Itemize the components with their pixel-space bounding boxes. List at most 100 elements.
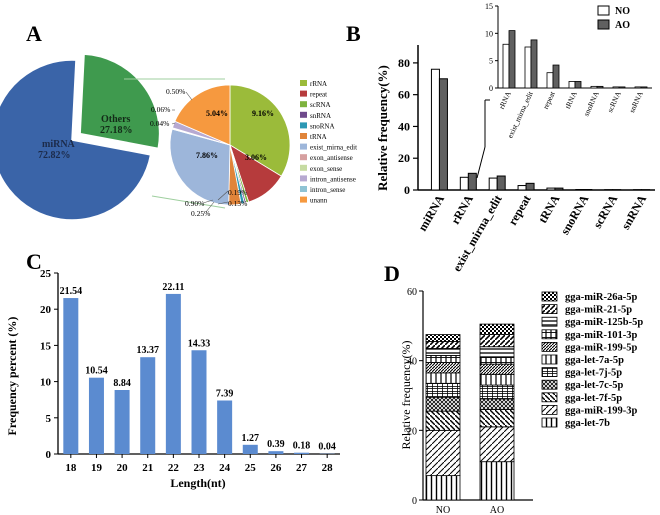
legend-a-swatch-snorna (300, 122, 307, 129)
d-seg-ao-gga-let-7c-5p (479, 398, 515, 410)
slice-label-scrna: 0.19% (228, 188, 247, 197)
c-ytick-label: 0 (46, 449, 52, 461)
inset-ytick-label: 15 (485, 2, 493, 11)
legend-d-label-gga-mir-199-5p: gga-miR-199-5p (565, 342, 637, 353)
b-bar-no-rrna (459, 176, 469, 191)
inset-bar-ao-scrna (618, 86, 626, 89)
c-xtick-label-24: 24 (219, 462, 231, 474)
d-seg-ao-gga-mir-21-5p (479, 334, 515, 348)
inset-bar-ao-trna (574, 81, 582, 89)
c-xtick-label-22: 22 (168, 462, 180, 474)
legend-a-swatch-unann (300, 196, 307, 203)
inset-bar-no-exist-mirna-edit (524, 46, 532, 89)
inset-xtick-label-snrna: snRNA (627, 90, 645, 115)
d-seg-no-gga-let-7b (425, 475, 461, 501)
b-zoom-line (476, 146, 486, 179)
legend-d-label-gga-let-7f-5p: gga-let-7f-5p (565, 393, 622, 404)
legend-d-label-gga-mir-101-3p: gga-miR-101-3p (565, 330, 637, 341)
c-bar-label-25: 1.27 (242, 433, 260, 444)
inset-bar-no-repeat (546, 72, 554, 89)
leader-line (205, 201, 215, 213)
legend-d-label-gga-let-7b: gga-let-7b (565, 418, 610, 429)
slice-label-rrna: 9.16% (252, 109, 274, 118)
d-seg-ao-gga-let-7j-5p (479, 384, 515, 400)
inset-ytick-label: 0 (489, 84, 493, 93)
d-seg-ao-gga-let-7f-5p (479, 409, 515, 428)
legend-d-label-gga-let-7c-5p: gga-let-7c-5p (565, 380, 623, 391)
legend-swatch-no (597, 5, 610, 16)
c-xtick-label-27: 27 (296, 462, 308, 474)
connector-bottom (151, 195, 226, 209)
panel-a: A miRNA 72.82% Others 27.18% 9.16% 3.06%… (0, 21, 357, 221)
b-bar-no-repeat (517, 185, 527, 191)
legend-a-label-rrna: rRNA (310, 80, 327, 88)
mirna-label: miRNA (42, 139, 76, 150)
d-seg-no-gga-mir-101-3p (425, 355, 461, 363)
b-ytick-label: 0 (404, 183, 410, 197)
inset-xtick-label-snorna: snoRNA (582, 90, 601, 118)
inset-bar-no-scrna (612, 86, 620, 89)
c-bar-label-19: 10.54 (85, 366, 108, 377)
inset-bar-ao-snrna (640, 86, 648, 89)
legend-d-label-gga-let-7a-5p: gga-let-7a-5p (565, 355, 624, 366)
b-bar-ao-trna (554, 187, 564, 191)
inset-bar-ao-exist-mirna-edit (530, 39, 538, 89)
legend-a-label-snorna: snoRNA (310, 122, 335, 130)
c-xtick-label-28: 28 (322, 462, 334, 474)
leader-line (202, 199, 214, 204)
legend-d-label-gga-mir-26a-5p: gga-miR-26a-5p (565, 292, 637, 303)
b-xtick-label-scrna: scRNA (590, 192, 620, 230)
inset-bar-no-rrna (502, 43, 510, 89)
c-bar-21 (140, 357, 156, 454)
slice-label-intron-antisense: 0.50% (166, 87, 185, 96)
c-bar-label-24: 7.39 (216, 388, 234, 399)
c-bar-25 (242, 444, 258, 454)
b-xtick-label-snrna: snRNA (618, 192, 649, 232)
legend-a-label-unann: unann (310, 197, 328, 205)
b-ytick-label: 60 (398, 88, 410, 102)
slice-label-repeat: 3.06% (245, 153, 267, 162)
legend-d-swatch-gga-let-7j-5p (541, 367, 558, 378)
b-bar-ao-mirna (438, 78, 448, 191)
c-bar-label-21: 13.37 (136, 345, 159, 356)
d-ytick-label: 60 (407, 287, 417, 298)
b-bar-no-mirna (430, 68, 440, 191)
c-ytick-label: 25 (40, 268, 52, 280)
d-ytick-label: 0 (412, 496, 417, 507)
b-bar-ao-repeat (525, 182, 535, 191)
c-bar-label-18: 21.54 (60, 286, 83, 297)
others-label: Others (101, 114, 131, 125)
chart-d: 0 20 40 60 NO AO (407, 287, 533, 515)
c-bar-label-22: 22.11 (162, 282, 184, 293)
panel-c-ylabel: Frequency percent (%) (5, 317, 19, 436)
d-xtick-label-ao: AO (490, 505, 504, 515)
legend-a-label-exon-sense: exon_sense (310, 165, 342, 173)
slice-label-snorna: 0.25% (191, 209, 210, 218)
inset-bar-no-snrna (634, 86, 642, 89)
b-xtick-label-repeat: repeat (505, 193, 533, 228)
legend-a-swatch-rrna (300, 80, 307, 86)
leader-line (185, 91, 193, 101)
d-seg-no-gga-let-7j-5p (425, 382, 461, 398)
d-seg-no-gga-let-7c-5p (425, 396, 461, 412)
d-ytick-label: 40 (407, 357, 417, 368)
slice-label-trna: 0.90% (185, 199, 204, 208)
legend-a-swatch-intron-antisense (300, 175, 307, 182)
legend-a-swatch-repeat (300, 90, 307, 97)
c-bar-24 (217, 400, 233, 454)
c-xtick-label-26: 26 (270, 462, 282, 474)
inset-bar-ao-rrna (508, 30, 516, 89)
panel-c-xlabel: Length(nt) (170, 476, 225, 490)
d-seg-ao-gga-mir-199-5p (479, 363, 515, 375)
legend-a-label-intron-sense: intron_sense (310, 186, 345, 194)
legend-d-swatch-gga-let-7f-5p (541, 392, 558, 403)
c-bar-label-26: 0.39 (267, 439, 285, 450)
inset-xtick-label-repeat: repeat (541, 89, 557, 110)
d-seg-no-gga-let-7a-5p (425, 372, 461, 384)
legend-d-swatch-gga-mir-199-3p (541, 404, 558, 415)
b-ytick-label: 80 (398, 56, 410, 70)
c-bar-label-27: 0.18 (293, 441, 311, 452)
b-xtick-label-snorna: snoRNA (558, 192, 592, 237)
inset-xtick-label-rrna: rRNA (497, 90, 513, 111)
